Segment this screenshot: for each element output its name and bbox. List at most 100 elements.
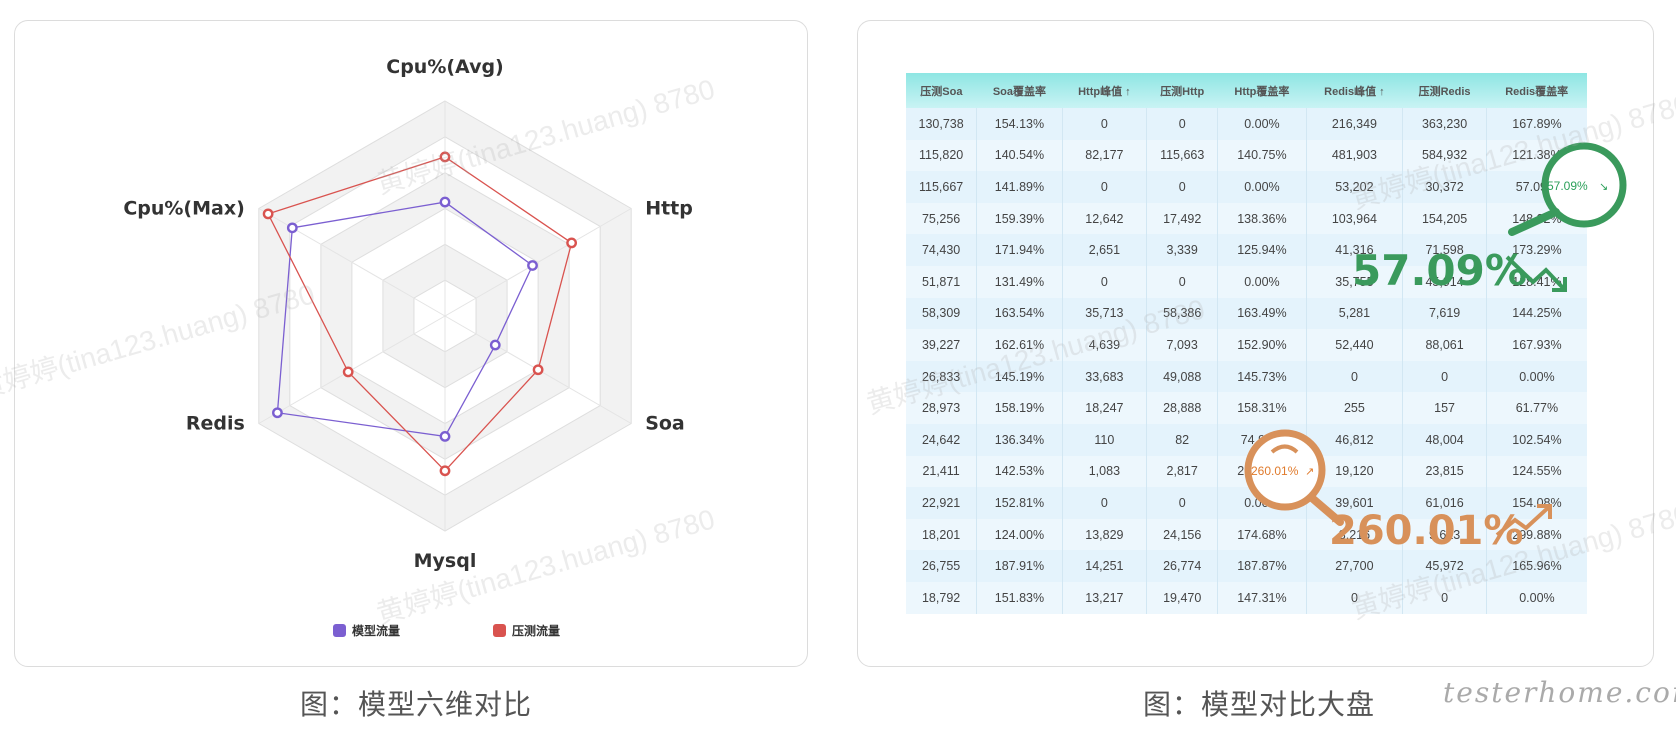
table-cell: 131.49% [976, 265, 1063, 298]
table-cell: 88,061 [1402, 329, 1487, 361]
table-cell: 2,817 [1146, 455, 1219, 488]
table-cell: 187.91% [976, 550, 1063, 582]
table-cell: 0.00% [1217, 108, 1307, 140]
radar-axis-label: Soa [645, 413, 685, 435]
table-cell: 124.55% [1512, 464, 1562, 479]
table-cell: 130,738 [906, 108, 978, 140]
table-cell: 110 [1062, 423, 1148, 456]
table-cell: 167.89% [1512, 116, 1562, 131]
table-header-cell[interactable]: Http覆盖率 [1217, 73, 1307, 108]
radar-point [262, 208, 274, 220]
table-cell: 171.94% [976, 234, 1063, 266]
table-cell: 33,683 [1062, 360, 1148, 393]
table-cell: 45,972 [1402, 550, 1487, 582]
radar-chart: Cpu%(Avg) Http Soa Mysql Redis Cpu%(Max) [123, 56, 693, 572]
table-cell: 138.36% [1217, 202, 1307, 235]
table-cell: 154,205 [1402, 202, 1487, 235]
table-cell: 14,251 [1062, 550, 1148, 582]
orange-magnifier-text: 260.01% [1251, 464, 1299, 478]
table-cell: 0.00% [1217, 171, 1307, 203]
table-header-cell[interactable]: Redis峰值 ↑ [1306, 73, 1403, 108]
table-cell: 12,642 [1062, 202, 1148, 235]
legend-label-model: 模型流量 [352, 624, 401, 638]
table-cell: 9,613 [1402, 518, 1487, 551]
table-header-cell[interactable]: 压测Soa [906, 73, 977, 108]
table-cell: 7,619 [1402, 297, 1487, 330]
table-row: 39,227 162.61% 4,639 7,093 152.90% 52,440 88,0… [906, 329, 1587, 361]
radar-chart-card: Cpu%(Avg) Http Soa Mysql Redis Cpu%(Max) 模型流量… [14, 20, 808, 667]
table-cell: 173.29% [1512, 243, 1562, 258]
comparison-table: 压测Soa Soa覆盖率 Http峰值 ↑ 压测Http Http覆盖率 Redis峰值 … [906, 73, 1587, 614]
orange-up-trend-arrow [1495, 504, 1552, 537]
table-cell: 82 [1146, 423, 1219, 456]
table-cell: 157 [1402, 392, 1487, 424]
radar-axis-label: Redis [186, 413, 245, 435]
table-cell: 23,815 [1402, 455, 1487, 488]
orange-magnifier: 260.01% ↗ 260.01% [1244, 429, 1552, 554]
legend-swatch-model [333, 624, 346, 637]
table-cell: 167.93% [1512, 337, 1562, 352]
table-cell: 115,667 [906, 171, 978, 203]
table-header-cell[interactable]: Http峰值 ↑ [1062, 73, 1147, 108]
table-cell: 0.00% [1519, 369, 1555, 384]
table-cell: 0.00% [1519, 590, 1555, 605]
table-header-cell[interactable]: Redis覆盖率 [1486, 73, 1587, 108]
radar-spoke [444, 208, 632, 317]
legend-item-press[interactable]: 压测流量 [493, 622, 560, 639]
table-cell: 163.54% [976, 297, 1063, 330]
table-cell: 125.94% [1217, 234, 1307, 266]
table-cell: 45,914 [1402, 265, 1487, 298]
table-cell: 22,921 [906, 487, 978, 519]
orange-callout-value: 260.01% [1329, 508, 1523, 554]
table-cell: 187.87% [1217, 550, 1307, 582]
green-magnifier-text: 57.09% [1547, 179, 1588, 193]
radar-point [342, 366, 354, 378]
table-cell: 363,230 [1402, 108, 1487, 140]
table-cell: 140.54% [976, 139, 1063, 172]
table-cell: 144.25% [1512, 306, 1562, 321]
table-header-cell[interactable]: 压测Http [1146, 73, 1218, 108]
table-cell: 71,598 [1402, 234, 1487, 266]
radar-point [439, 151, 451, 163]
table-cell: 41,316 [1306, 234, 1404, 266]
legend-swatch-press [493, 624, 506, 637]
table-body: 130,738 154.13% 0 0 0.00% 216,349 363,230 167.8… [906, 108, 1587, 614]
table-cell: 19,470 [1146, 581, 1219, 614]
table-row: 75,256 159.39% 12,642 17,492 138.36% 103,964 1… [906, 202, 1587, 235]
orange-magnifier-lens [1244, 429, 1326, 511]
table-cell: 4,639 [1062, 329, 1148, 361]
radar-point [272, 407, 283, 419]
table-cell: 48,004 [1402, 423, 1487, 456]
table-cell: 13,217 [1062, 581, 1148, 614]
table-cell: 18,247 [1062, 392, 1148, 424]
table-cell: 49,088 [1146, 360, 1219, 393]
table-cell: 158.31% [1217, 392, 1307, 424]
table-cell: 46,812 [1306, 423, 1404, 456]
table-cell: 30,372 [1402, 171, 1487, 203]
table-cell: 3,339 [1146, 234, 1219, 266]
legend-label-press: 压测流量 [512, 624, 561, 638]
table-cell: 0 [1146, 265, 1219, 298]
table-cell: 115,663 [1146, 139, 1219, 172]
table-cell: 26,755 [906, 550, 978, 582]
radar-axis-label: Cpu%(Max) [123, 198, 244, 220]
table-cell: 3,216 [1306, 518, 1404, 551]
radar-point [439, 430, 451, 442]
radar-axis-label: Mysql [414, 550, 477, 572]
table-cell: 26,774 [1146, 550, 1219, 582]
table-row: 58,309 163.54% 35,713 58,386 163.49% 5,281 7,6… [906, 297, 1587, 330]
table-row: 18,792 151.83% 13,217 19,470 147.31% 0 0 0.00% [906, 581, 1587, 614]
table-header-cell[interactable]: 压测Redis [1402, 73, 1487, 108]
table-cell: 52,440 [1306, 329, 1404, 361]
table-header-cell[interactable]: Soa覆盖率 [976, 73, 1063, 108]
orange-magnifier-handle [1308, 494, 1344, 526]
table-cell: 0 [1146, 487, 1219, 519]
table-cell: 58,309 [906, 297, 978, 330]
table-cell: 145.19% [976, 360, 1063, 393]
radar-axis-label: Cpu%(Avg) [386, 56, 504, 78]
legend-item-model[interactable]: 模型流量 [333, 622, 400, 639]
table-cell: 61,016 [1402, 487, 1487, 519]
table-cell: 174.68% [1217, 518, 1307, 551]
